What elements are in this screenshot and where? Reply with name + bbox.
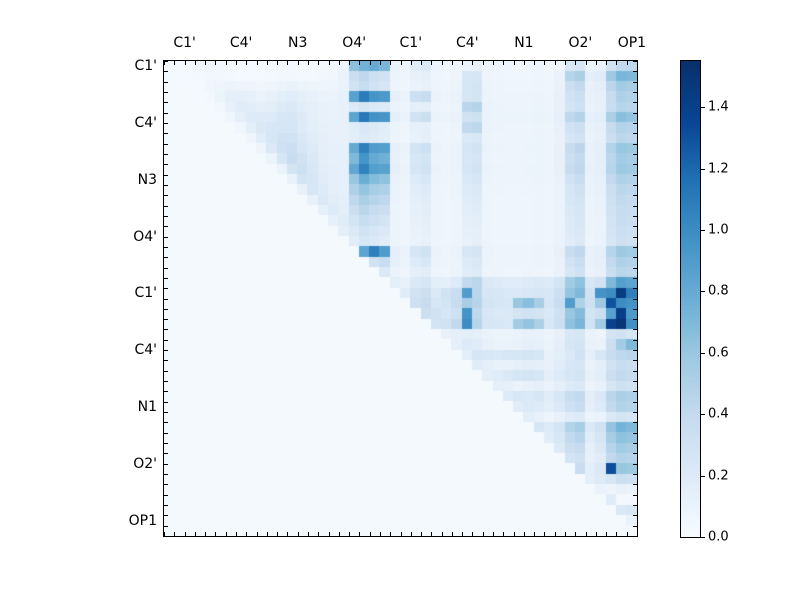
y-tick-label: C4': [134, 115, 157, 131]
colorbar[interactable]: [680, 60, 701, 538]
colorbar-tick-label: 0.0: [708, 529, 729, 545]
colorbar-tick: [701, 229, 705, 231]
colorbar-tick-label: 1.2: [708, 161, 729, 176]
x-tick-label: C4': [229, 35, 253, 51]
colorbar-tick: [701, 475, 705, 477]
x-tick-label: N3: [287, 35, 308, 51]
colorbar-gradient: [681, 61, 700, 537]
heatmap-image: [164, 61, 637, 536]
colorbar-tick: [701, 107, 705, 109]
y-tick-label: OP1: [128, 512, 157, 529]
colorbar-tick-label: 0.8: [708, 283, 729, 299]
y-tick-label: C1': [134, 58, 157, 75]
y-tick-label: O4': [133, 228, 157, 245]
y-tick-label: N1: [137, 398, 157, 415]
x-tick-label: O2': [568, 35, 593, 51]
y-tick-label: C4': [134, 342, 157, 359]
colorbar-tick-label: 0.6: [708, 345, 729, 361]
y-tick-label: N3: [137, 171, 157, 188]
colorbar-tick-label: 1.4: [708, 99, 729, 115]
colorbar-tick-label: 1.0: [708, 222, 729, 238]
y-tick-label: C1': [134, 285, 157, 302]
x-tick-label: C1': [399, 35, 423, 51]
x-tick-label: N1: [514, 35, 534, 51]
colorbar-tick: [701, 168, 705, 170]
colorbar-tick-label: 0.2: [708, 468, 729, 484]
colorbar-tick: [701, 352, 705, 354]
colorbar-tick: [701, 537, 705, 538]
x-tick-label: OP1: [617, 35, 647, 51]
heatmap-plot-area[interactable]: [163, 60, 638, 537]
x-tick-label: C4': [456, 35, 479, 51]
y-tick-label: O2': [133, 455, 157, 472]
colorbar-tick: [701, 291, 705, 293]
colorbar-tick: [701, 414, 705, 416]
x-tick-label: C1': [173, 35, 196, 51]
x-tick-label: O4': [342, 35, 367, 51]
colorbar-tick-label: 0.4: [708, 406, 729, 422]
